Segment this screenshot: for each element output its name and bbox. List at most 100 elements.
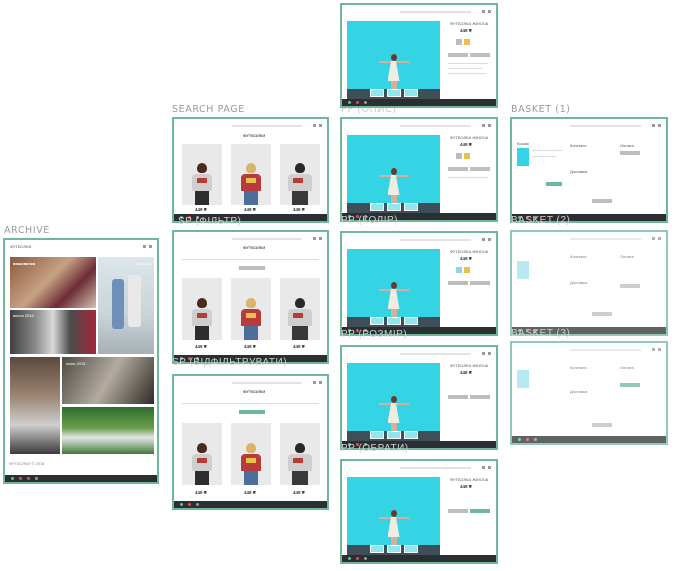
- cart-icon[interactable]: [658, 124, 661, 127]
- search-icon[interactable]: [313, 381, 316, 384]
- search-page-screen[interactable]: ФУТБОЛКИ 449 ₴ 449 ₴ 449 ₴: [172, 117, 329, 223]
- search-icon[interactable]: [652, 237, 655, 240]
- product-hero-image[interactable]: [347, 249, 440, 327]
- cart-icon[interactable]: [488, 466, 491, 469]
- cart-icon[interactable]: [319, 381, 322, 384]
- product-hero-image[interactable]: [347, 135, 440, 213]
- filter-row[interactable]: [182, 403, 319, 404]
- product-photo-man[interactable]: [280, 144, 320, 205]
- product-photo-woman[interactable]: [182, 423, 222, 485]
- search-icon[interactable]: [652, 124, 655, 127]
- add-to-cart-button[interactable]: [470, 509, 490, 513]
- archive-tile-2[interactable]: колекція: [98, 257, 154, 354]
- nav-menu[interactable]: [570, 125, 641, 127]
- product-hero-image[interactable]: [347, 21, 440, 99]
- cart-icon[interactable]: [658, 348, 661, 351]
- taskbar: [342, 441, 496, 448]
- archive-tile-5[interactable]: осінь 2015: [62, 357, 154, 404]
- cart-icon[interactable]: [488, 238, 491, 241]
- search-icon[interactable]: [482, 352, 485, 355]
- nav-menu[interactable]: [232, 125, 302, 127]
- search-icon[interactable]: [482, 238, 485, 241]
- product-photo-man[interactable]: [280, 423, 320, 485]
- payment-option[interactable]: [620, 284, 640, 288]
- product-hero-image[interactable]: [347, 477, 440, 555]
- cart-icon[interactable]: [319, 124, 322, 127]
- search-icon[interactable]: [313, 237, 316, 240]
- payment-option[interactable]: [620, 151, 640, 155]
- search-icon[interactable]: [482, 124, 485, 127]
- basket-screen[interactable]: Контакти Оплата Доставка: [510, 341, 668, 445]
- nav-menu[interactable]: [232, 238, 302, 240]
- search-icon[interactable]: [482, 10, 485, 13]
- cart-icon[interactable]: [488, 124, 491, 127]
- product-page-screen[interactable]: ФУТБОЛКА ЖІНОЧА 449 ₴: [340, 117, 498, 222]
- color-swatch-grey[interactable]: [456, 39, 462, 45]
- size-select[interactable]: [448, 509, 468, 513]
- product-photo-child[interactable]: [231, 278, 271, 340]
- cart-icon[interactable]: [658, 237, 661, 240]
- size-select[interactable]: [448, 167, 468, 171]
- menu-icon[interactable]: [143, 245, 146, 248]
- thumbnail-strip[interactable]: [347, 317, 440, 325]
- cart-icon[interactable]: [488, 10, 491, 13]
- add-to-cart-button[interactable]: [470, 53, 490, 57]
- search-page-filtered-screen[interactable]: ФУТБОЛКИ 449 ₴ 449 ₴ 449 ₴: [172, 374, 329, 510]
- thumbnail-strip[interactable]: [347, 545, 440, 553]
- search-icon[interactable]: [652, 348, 655, 351]
- color-swatch-grey[interactable]: [456, 153, 462, 159]
- product-photo-man[interactable]: [280, 278, 320, 340]
- submit-order-button[interactable]: [592, 199, 612, 203]
- filter-apply-button[interactable]: [239, 266, 265, 270]
- add-to-cart-button[interactable]: [470, 167, 490, 171]
- size-select[interactable]: [448, 281, 468, 285]
- thumbnail-strip[interactable]: [347, 203, 440, 211]
- size-select[interactable]: [448, 53, 468, 57]
- submit-order-button[interactable]: [592, 312, 612, 316]
- search-page-filter-screen[interactable]: ФУТБОЛКИ 449 ₴ 449 ₴ 449 ₴: [172, 230, 329, 364]
- filter-apply-button[interactable]: [239, 410, 265, 414]
- add-to-cart-button[interactable]: [470, 281, 490, 285]
- product-hero-image[interactable]: [347, 363, 440, 441]
- size-select[interactable]: [448, 395, 468, 399]
- color-swatch-blue[interactable]: [456, 267, 462, 273]
- product-photo-child[interactable]: [231, 423, 271, 485]
- nav-menu[interactable]: [570, 238, 641, 240]
- archive-tile-1[interactable]: вишиванка: [10, 257, 96, 308]
- product-page-screen[interactable]: ФУТБОЛКА ЖІНОЧА 449 ₴: [340, 345, 498, 450]
- cart-icon[interactable]: [488, 352, 491, 355]
- filter-row[interactable]: [182, 259, 319, 260]
- basket-screen[interactable]: Контакти Оплата Доставка: [510, 230, 668, 336]
- nav-menu[interactable]: [400, 239, 471, 241]
- add-to-cart-button[interactable]: [470, 395, 490, 399]
- color-swatch-yellow[interactable]: [464, 153, 470, 159]
- archive-tile-3[interactable]: весна 2016: [10, 310, 96, 354]
- product-photo-woman[interactable]: [182, 278, 222, 340]
- nav-menu[interactable]: [400, 125, 471, 127]
- nav-menu[interactable]: [400, 11, 471, 13]
- product-page-screen[interactable]: ФУТБОЛКА ЖІНОЧА 449 ₴: [340, 3, 498, 108]
- color-swatch-yellow[interactable]: [464, 39, 470, 45]
- cart-icon[interactable]: [319, 237, 322, 240]
- archive-tile-4[interactable]: [10, 357, 60, 454]
- archive-tile-6[interactable]: [62, 407, 154, 454]
- product-photo-woman[interactable]: [182, 144, 222, 205]
- basket-screen[interactable]: Кошик Контакти Оплата Доставка: [510, 117, 668, 223]
- payment-option[interactable]: [620, 383, 640, 387]
- color-swatch-yellow[interactable]: [464, 267, 470, 273]
- cart-icon[interactable]: [149, 245, 152, 248]
- search-icon[interactable]: [482, 466, 485, 469]
- archive-screen[interactable]: ФУТБОЛКИ вишиванка колекція весна 2016 о…: [3, 238, 159, 484]
- nav-menu[interactable]: [570, 349, 641, 351]
- nav-menu[interactable]: [400, 467, 471, 469]
- search-icon[interactable]: [313, 124, 316, 127]
- product-photo-child[interactable]: [231, 144, 271, 205]
- product-page-screen[interactable]: ФУТБОЛКА ЖІНОЧА 449 ₴: [340, 459, 498, 564]
- thumbnail-strip[interactable]: [347, 431, 440, 439]
- nav-menu[interactable]: [400, 353, 471, 355]
- thumbnail-strip[interactable]: [347, 89, 440, 97]
- checkout-button[interactable]: [546, 182, 562, 186]
- submit-order-button[interactable]: [592, 423, 612, 427]
- nav-menu[interactable]: [232, 382, 302, 384]
- product-page-screen[interactable]: ФУТБОЛКА ЖІНОЧА 449 ₴: [340, 231, 498, 336]
